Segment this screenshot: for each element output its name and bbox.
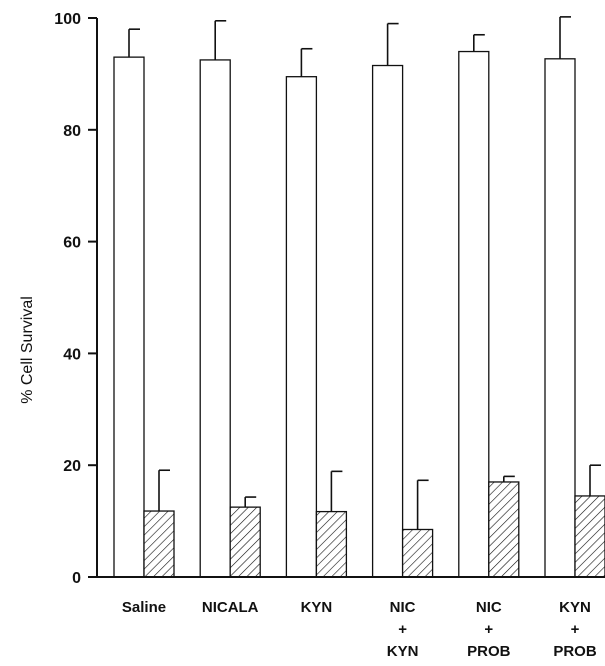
y-tick-label: 80: [63, 123, 81, 140]
x-tick-label: NIC: [476, 599, 502, 616]
hatched-bar: [229, 506, 261, 578]
open-bar: [371, 64, 404, 578]
hatched-bar: [574, 495, 605, 578]
y-tick-label: 60: [63, 235, 81, 252]
hatched-bar: [143, 510, 175, 578]
x-tick-label: +: [398, 621, 407, 638]
hatched-bar: [315, 510, 348, 578]
hatched-bar: [488, 481, 520, 578]
open-bar: [544, 58, 576, 578]
y-tick-label: 0: [72, 570, 81, 587]
bars: [113, 16, 605, 578]
y-tick-label: 40: [63, 346, 81, 363]
x-tick-label: KYN: [301, 599, 333, 616]
x-tick-label: PROB: [467, 643, 511, 660]
y-axis-label: % Cell Survival: [19, 296, 36, 404]
y-axis: 0 20 40 60 80 100: [54, 11, 98, 587]
x-tick-label: +: [484, 621, 493, 638]
open-bar: [458, 50, 490, 578]
x-axis: Saline NICALA KYN NIC + KYN NIC + PROB KYN + PROB: [97, 576, 605, 660]
y-tick-label: 20: [63, 458, 81, 475]
open-bar: [199, 59, 231, 578]
x-tick-label: PROB: [553, 643, 597, 660]
open-bar: [113, 56, 145, 578]
x-tick-label: KYN: [387, 643, 419, 660]
x-tick-label: NIC: [390, 599, 416, 616]
x-tick-label: Saline: [122, 599, 166, 616]
x-tick-label: KYN: [559, 599, 591, 616]
hatched-bar: [401, 528, 434, 578]
x-tick-label: +: [571, 621, 580, 638]
open-bar: [285, 76, 318, 578]
y-tick-label: 100: [54, 11, 81, 28]
x-tick-label: NICALA: [202, 599, 259, 616]
